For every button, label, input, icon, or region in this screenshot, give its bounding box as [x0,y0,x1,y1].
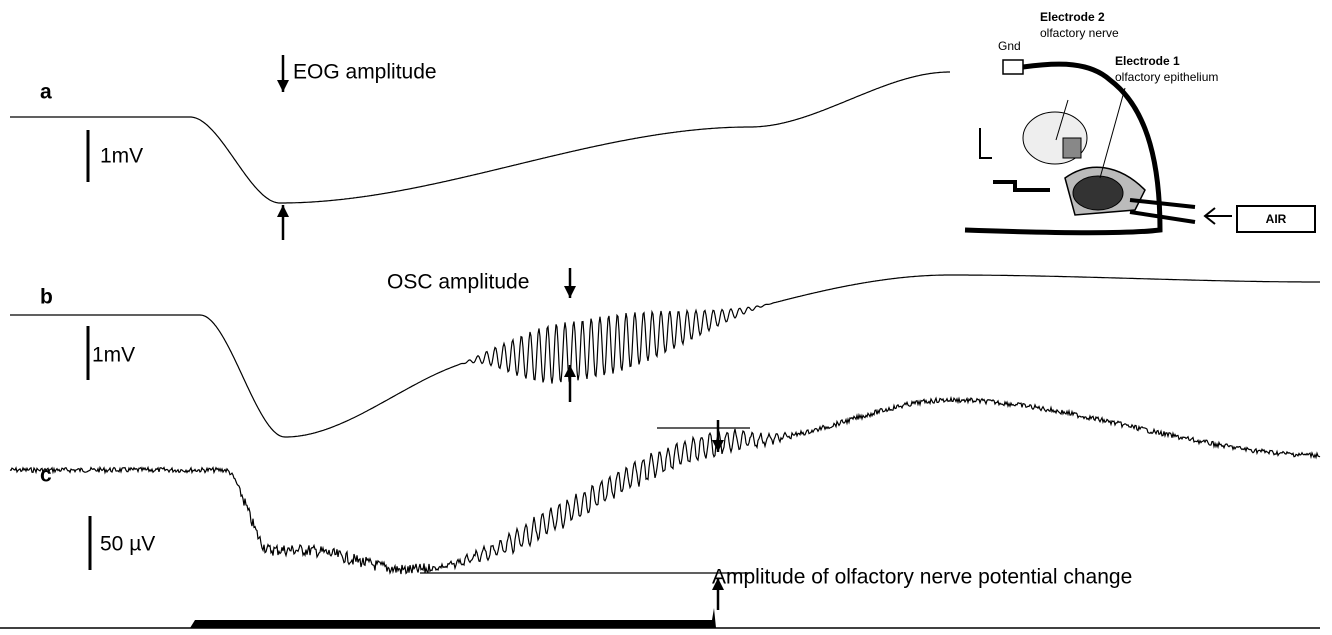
arrow-head [564,286,576,298]
inset-label: Electrode 2 [1040,10,1105,24]
inset-label: Gnd [998,39,1021,53]
scale-label: 50 µV [100,533,155,556]
scale-label: 1mV [100,145,143,168]
inset-label: olfactory nerve [1040,26,1119,40]
inset-label: Electrode 1 [1115,54,1180,68]
inset-label: olfactory epithelium [1115,70,1218,84]
panel-label: b [40,286,53,309]
annotation: OSC amplitude [387,271,529,294]
annotation: Amplitude of olfactory nerve potential c… [712,566,1132,589]
trace [9,395,1321,575]
annotation: EOG amplitude [293,61,437,84]
panel-label: a [40,81,52,104]
trace [10,71,950,204]
trace [10,274,1320,438]
scale-label: 1mV [92,344,135,367]
panel-label: c [40,464,52,487]
arrow-head [712,578,724,590]
arrow-head [277,80,289,92]
layout [0,59,1320,629]
arrow-head [277,205,289,217]
stimulus-bar [190,608,716,628]
inset-label: AIR [1266,212,1287,226]
inset-schematic [964,59,1316,236]
